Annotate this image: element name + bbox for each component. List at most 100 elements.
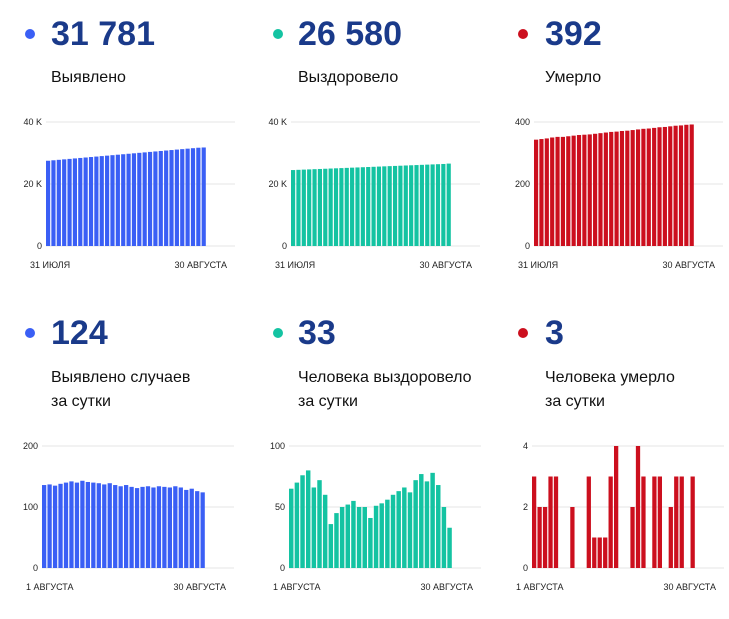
bar bbox=[145, 486, 151, 568]
bar bbox=[360, 167, 365, 246]
bar bbox=[586, 476, 591, 568]
bar bbox=[334, 513, 339, 568]
bar bbox=[129, 486, 134, 568]
bar bbox=[162, 486, 167, 568]
bar bbox=[190, 148, 196, 246]
bar bbox=[571, 135, 576, 246]
bar bbox=[47, 484, 52, 568]
bar bbox=[201, 147, 206, 246]
bar bbox=[668, 507, 673, 568]
bar bbox=[317, 168, 322, 246]
died-daily-dot bbox=[518, 328, 528, 338]
bar bbox=[328, 524, 334, 568]
bar bbox=[173, 486, 178, 568]
bar bbox=[641, 128, 646, 246]
bar bbox=[126, 153, 131, 246]
bar bbox=[72, 158, 77, 246]
bar bbox=[151, 487, 156, 568]
bar bbox=[398, 165, 403, 246]
y-tick-label: 200 bbox=[23, 441, 38, 451]
bar bbox=[413, 480, 418, 568]
died-daily-chart: 0 2 4 1 АВГУСТА 30 АВГУСТА bbox=[516, 441, 724, 592]
bar bbox=[630, 130, 635, 246]
bar bbox=[156, 486, 162, 568]
bar bbox=[113, 485, 118, 568]
bar bbox=[635, 129, 641, 246]
recovered-daily-value: 33 bbox=[298, 314, 336, 352]
bar bbox=[608, 476, 613, 568]
bar bbox=[373, 505, 379, 568]
detected-total-dot bbox=[25, 29, 35, 39]
bar bbox=[200, 492, 205, 568]
bar bbox=[195, 491, 200, 568]
bar bbox=[178, 487, 183, 568]
bar bbox=[158, 150, 163, 246]
bar bbox=[641, 476, 646, 568]
bar bbox=[689, 124, 694, 246]
panel-detected-total: 31 781 Выявлено 0 20 K 40 K 31 ИЮЛЯ 30 АВГУС… bbox=[0, 0, 243, 300]
bar bbox=[184, 489, 189, 568]
bar bbox=[78, 157, 83, 246]
bar bbox=[180, 149, 185, 247]
bar bbox=[140, 486, 145, 568]
bar bbox=[570, 507, 575, 568]
bar bbox=[74, 482, 80, 568]
bar bbox=[311, 487, 317, 568]
x-end-label: 30 АВГУСТА bbox=[663, 582, 716, 592]
y-tick-label: 2 bbox=[523, 502, 528, 512]
x-start-label: 1 АВГУСТА bbox=[26, 582, 74, 592]
bar bbox=[96, 483, 101, 568]
bar bbox=[409, 165, 414, 246]
recovered-daily-label-line2: за сутки bbox=[298, 393, 358, 410]
bar bbox=[366, 167, 371, 246]
detected-daily-value: 124 bbox=[51, 314, 108, 352]
bar bbox=[167, 487, 172, 568]
bar bbox=[376, 166, 382, 246]
bar bbox=[402, 487, 407, 568]
bar bbox=[652, 127, 657, 246]
bar bbox=[63, 482, 69, 568]
bar bbox=[548, 476, 553, 568]
bar bbox=[419, 164, 424, 246]
bar bbox=[124, 485, 129, 568]
bar bbox=[592, 537, 597, 568]
bar bbox=[147, 151, 153, 246]
bar bbox=[593, 133, 598, 246]
bar bbox=[619, 130, 625, 246]
y-tick-label: 40 K bbox=[23, 117, 42, 127]
bar bbox=[67, 158, 72, 246]
bar bbox=[390, 494, 396, 568]
bar bbox=[690, 476, 695, 568]
bar bbox=[51, 160, 56, 246]
bar bbox=[323, 168, 328, 246]
bar bbox=[362, 507, 367, 568]
bar bbox=[560, 136, 565, 246]
detected-total-value: 31 781 bbox=[51, 15, 155, 53]
recovered-total-dot bbox=[273, 29, 283, 39]
bar bbox=[392, 165, 398, 246]
bar bbox=[684, 124, 689, 246]
bar bbox=[379, 503, 384, 568]
bar bbox=[99, 156, 104, 246]
x-end-label: 30 АВГУСТА bbox=[662, 260, 715, 270]
bar bbox=[597, 537, 602, 568]
bar bbox=[430, 472, 435, 568]
bar bbox=[396, 491, 401, 568]
bar bbox=[368, 517, 373, 568]
bar bbox=[52, 485, 58, 568]
bar bbox=[69, 481, 74, 568]
died-daily-label-line2: за сутки bbox=[545, 393, 605, 410]
y-tick-label: 0 bbox=[37, 241, 42, 251]
bar bbox=[544, 138, 549, 246]
bar bbox=[105, 155, 110, 246]
bar bbox=[294, 482, 300, 568]
bar bbox=[435, 164, 441, 246]
y-tick-label: 400 bbox=[515, 117, 530, 127]
panel-recovered-total: 26 580 Выздоровело 0 20 K 40 K 31 ИЮЛЯ 30 АВ… bbox=[245, 0, 488, 300]
bar bbox=[169, 150, 174, 246]
died-daily-value: 3 bbox=[545, 314, 564, 352]
bar bbox=[668, 126, 673, 246]
bar bbox=[339, 168, 344, 246]
detected-daily-dot bbox=[25, 328, 35, 338]
bar bbox=[553, 476, 559, 568]
